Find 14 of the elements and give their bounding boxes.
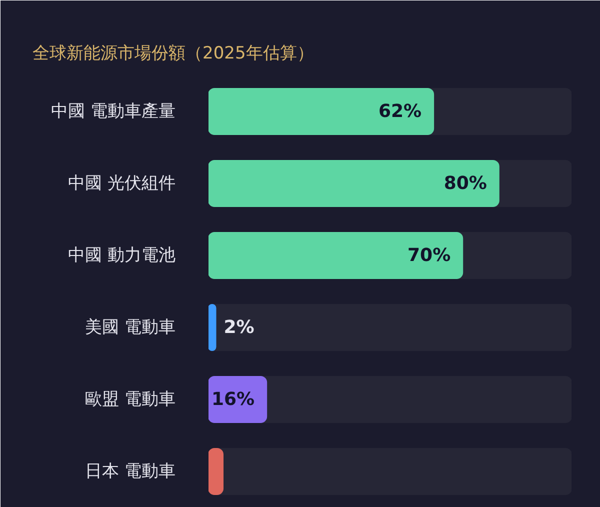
- chart-title: 全球新能源市場份額（2025年估算）: [32, 44, 314, 64]
- data-label: 62%: [378, 101, 422, 122]
- data-label: 2%: [224, 317, 254, 338]
- data-label: 16%: [211, 389, 255, 410]
- bar: [208, 448, 224, 496]
- bar: [208, 304, 216, 352]
- y-tick-label: 中國 光伏組件: [68, 174, 176, 194]
- data-label: 80%: [444, 173, 487, 194]
- y-tick-label: 中國 動力電池: [68, 246, 176, 266]
- y-tick-label: 中國 電動車產量: [51, 102, 176, 122]
- y-tick-label: 美國 電動車: [85, 318, 176, 338]
- data-label: 70%: [408, 245, 451, 266]
- y-tick-label: 歐盟 電動車: [85, 390, 176, 410]
- y-tick-label: 日本 電動車: [85, 462, 176, 482]
